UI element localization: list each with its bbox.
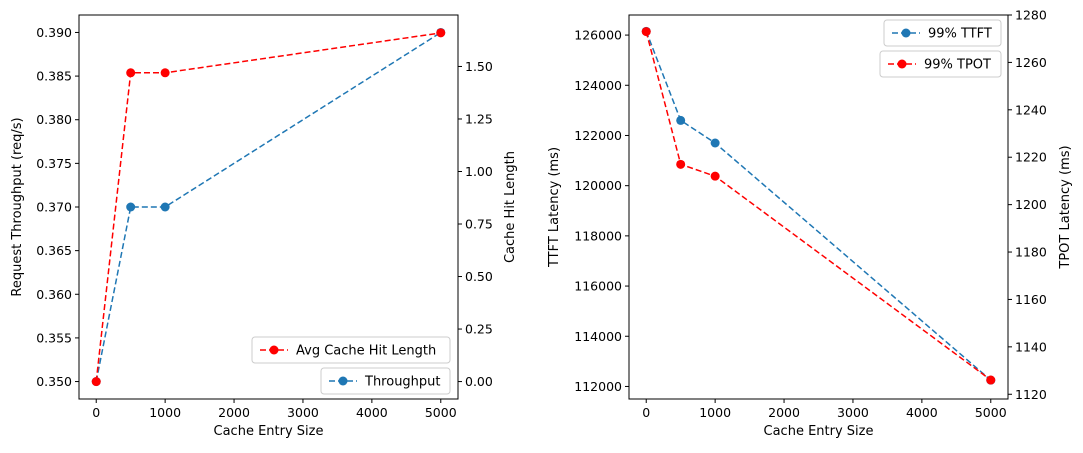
x-tick-label: 0: [642, 405, 650, 420]
y-tick-label: 0.365: [36, 243, 72, 258]
x-tick-label: 0: [92, 405, 100, 420]
data-point: [710, 171, 720, 181]
y2-tick-label: 1180: [1015, 245, 1047, 260]
y2-tick-label: 1280: [1015, 8, 1047, 23]
data-point: [160, 202, 170, 212]
y-tick-label: 112000: [574, 379, 622, 394]
y-tick-label: 0.380: [36, 112, 72, 127]
y-tick-label: 116000: [574, 279, 622, 294]
y2-tick-label: 1140: [1015, 339, 1047, 354]
x-tick-label: 4000: [356, 405, 388, 420]
legend-label: Avg Cache Hit Length: [296, 344, 436, 359]
y-tick-label: 114000: [574, 329, 622, 344]
y2-tick-label: 1200: [1015, 197, 1047, 212]
y-tick-label: 0.390: [36, 25, 72, 40]
y2-tick-label: 1240: [1015, 102, 1047, 117]
data-point: [91, 377, 101, 387]
legend-box: [251, 336, 451, 364]
plot-frame: [628, 14, 1009, 400]
legend-box: [320, 367, 451, 395]
x-tick-label: 2000: [768, 405, 800, 420]
y-tick-label: 0.385: [36, 69, 72, 84]
y2-tick-label: 1220: [1015, 150, 1047, 165]
x-tick-label: 2000: [218, 405, 250, 420]
x-axis-label: Cache Entry Size: [764, 424, 874, 439]
data-point: [126, 68, 136, 78]
y-tick-label: 120000: [574, 178, 622, 193]
data-point: [436, 28, 446, 38]
legend-label: 99% TTFT: [928, 27, 992, 42]
y2-tick-label: 1120: [1015, 387, 1047, 402]
legend-marker: [338, 376, 348, 386]
legend-marker: [897, 59, 907, 69]
y-tick-label: 0.355: [36, 330, 72, 345]
y2-tick-label: 0.25: [465, 322, 493, 337]
data-point: [986, 375, 996, 385]
data-point: [160, 68, 170, 78]
legend-marker: [269, 345, 279, 355]
legend: 99% TPOT: [879, 50, 1002, 78]
data-point: [676, 159, 686, 169]
legend-label: 99% TPOT: [924, 58, 991, 73]
x-tick-label: 3000: [287, 405, 319, 420]
y-tick-label: 0.375: [36, 156, 72, 171]
series-line-2: [95, 32, 441, 382]
y-tick-label: 0.350: [36, 374, 72, 389]
x-tick-label: 5000: [975, 405, 1007, 420]
y-tick-label: 122000: [574, 128, 622, 143]
series-line-1: [95, 31, 442, 382]
x-tick-label: 1000: [149, 405, 181, 420]
x-tick-label: 1000: [699, 405, 731, 420]
y2-axis-label: TPOT Latency (ms): [1058, 145, 1073, 269]
data-point: [126, 202, 136, 212]
x-tick-label: 3000: [837, 405, 869, 420]
y2-tick-label: 1260: [1015, 55, 1047, 70]
legend-label: Throughput: [364, 375, 441, 390]
y2-tick-label: 0.50: [465, 269, 493, 284]
y2-tick-label: 0.00: [465, 374, 493, 389]
y2-tick-label: 0.75: [465, 217, 493, 232]
plot-frame: [78, 14, 459, 400]
chart-panel-2: 0 1000 2000 3000 4000 5000 112000 114000 116000 1…: [547, 8, 1073, 440]
y-tick-label: 0.360: [36, 287, 72, 302]
y-axis-label: TTFT Latency (ms): [547, 147, 562, 268]
y-axis-label: Request Throughput (req/s): [10, 117, 25, 296]
x-tick-label: 4000: [906, 405, 938, 420]
data-point: [641, 27, 651, 37]
y-tick-label: 124000: [574, 78, 622, 93]
x-tick-label: 5000: [425, 405, 457, 420]
series-line-2: [645, 31, 992, 381]
legend-box: [879, 50, 1002, 78]
legend: Throughput: [320, 367, 451, 395]
y2-tick-label: 1.00: [465, 164, 493, 179]
chart-panel-1: 0 1000 2000 3000 4000 5000 0.350 0.355 0.360 0.36…: [10, 14, 518, 439]
y2-tick-label: 1160: [1015, 292, 1047, 307]
y-tick-label: 126000: [574, 28, 622, 43]
y-tick-label: 0.370: [36, 200, 72, 215]
legend: Avg Cache Hit Length: [251, 336, 451, 364]
x-axis-label: Cache Entry Size: [214, 424, 324, 439]
legend-marker: [901, 28, 911, 38]
data-point: [676, 115, 686, 125]
series-line-1: [645, 31, 992, 381]
y2-tick-label: 1.50: [465, 59, 493, 74]
legend-box: [883, 19, 1002, 47]
y2-axis-label: Cache Hit Length: [503, 151, 518, 263]
y2-tick-label: 1.25: [465, 111, 493, 126]
data-point: [710, 138, 720, 148]
legend: 99% TTFT: [883, 19, 1002, 47]
y-tick-label: 118000: [574, 228, 622, 243]
